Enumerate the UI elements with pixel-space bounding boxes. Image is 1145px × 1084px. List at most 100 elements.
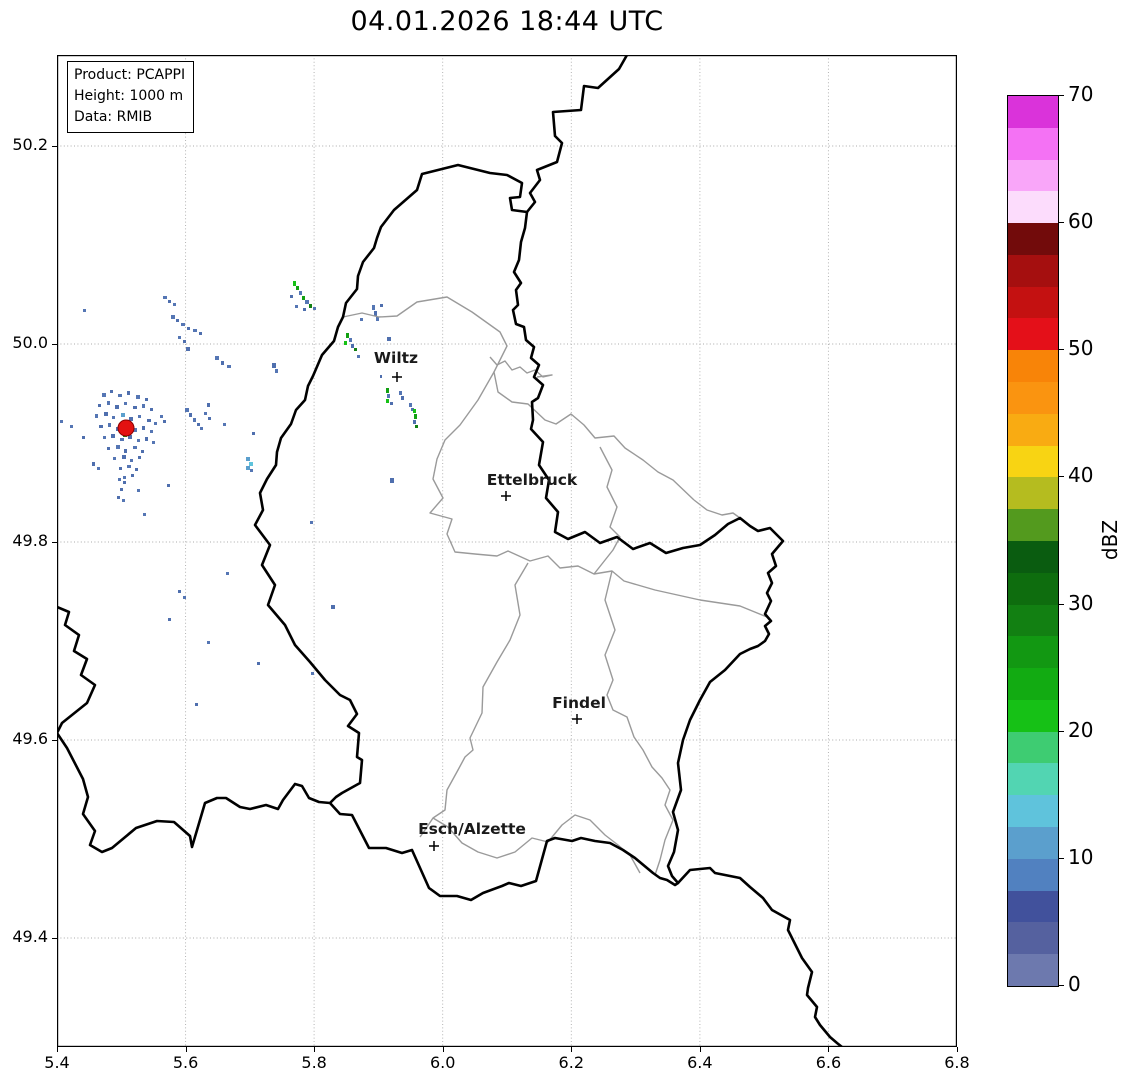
colorbar-segment <box>1008 254 1058 287</box>
radar-echo-pixel <box>200 427 203 430</box>
y-tick-mark <box>52 146 57 147</box>
radar-echo-pixel <box>135 468 138 471</box>
x-tick-mark <box>442 1047 444 1052</box>
colorbar-segment <box>1008 731 1058 764</box>
y-tick-mark <box>52 938 57 939</box>
radar-echo-pixel <box>390 478 394 483</box>
colorbar-segment <box>1008 668 1058 700</box>
city-marker <box>429 841 439 851</box>
radar-echo-pixel <box>82 436 85 439</box>
x-tick-mark <box>185 1047 187 1052</box>
colorbar-segment <box>1008 540 1058 573</box>
x-tick-mark <box>699 1047 701 1052</box>
radar-echo-pixel <box>143 513 146 516</box>
radar-echo-pixel <box>390 402 393 405</box>
radar-echo-pixel <box>296 286 299 290</box>
radar-echo-pixel <box>183 340 186 343</box>
radar-echo-pixel <box>150 430 153 433</box>
y-tick-mark <box>52 542 57 543</box>
x-tick-mark <box>956 1047 958 1052</box>
radar-echo-pixel <box>226 572 229 575</box>
city-label: Findel <box>552 694 606 712</box>
radar-echo-pixel <box>121 413 125 417</box>
radar-echo-pixel <box>138 456 141 459</box>
radar-echo-pixel <box>386 399 389 403</box>
plot-frame <box>57 55 957 1047</box>
radar-echo-pixel <box>187 327 190 330</box>
figure-title: 04.01.2026 18:44 UTC <box>350 6 664 37</box>
colorbar-tick-mark <box>1058 730 1064 732</box>
x-tick-mark <box>57 1047 58 1052</box>
canton-borders <box>342 296 768 876</box>
y-tick-mark <box>52 344 57 345</box>
radar-echo-pixel <box>227 365 231 368</box>
colorbar-tick-label: 50 <box>1068 336 1094 361</box>
colorbar-segment <box>1008 572 1058 605</box>
colorbar-segment <box>1008 318 1058 351</box>
radar-echo-pixel <box>195 703 198 706</box>
radar-echo-pixel <box>142 404 145 408</box>
weather-map: Wiltz Ettelbruck Findel Esch/Alzette <box>57 55 957 1047</box>
radar-echo-pixel <box>295 305 298 308</box>
radar-echo-pixel <box>413 409 416 413</box>
colorbar-segment <box>1008 191 1058 224</box>
radar-echo-pixel <box>107 401 110 405</box>
radar-echo-pixel <box>193 418 196 422</box>
radar-echo-pixel <box>250 469 253 472</box>
radar-echo-pixel <box>414 414 417 419</box>
radar-echo-pixel <box>186 347 190 351</box>
colorbar-tick-label: 0 <box>1068 972 1081 996</box>
radar-echo-pixel <box>409 403 412 407</box>
colorbar-segment <box>1008 509 1058 541</box>
x-tick-label: 5.6 <box>172 1053 199 1072</box>
x-tick-label: 5.4 <box>44 1053 70 1072</box>
radar-echo-pixel <box>95 414 98 418</box>
radar-echo-pixel <box>305 300 309 304</box>
radar-echo-pixel <box>360 318 363 321</box>
radar-echo-pixel <box>303 308 306 311</box>
y-tick-label: 49.4 <box>12 927 48 946</box>
radar-echo-pixel <box>351 344 354 348</box>
radar-echo-pixel <box>349 338 352 342</box>
radar-echo-pixel <box>185 408 189 412</box>
product-info-box: Product: PCAPPI Height: 1000 m Data: RMI… <box>67 61 195 133</box>
colorbar-tick-label: 10 <box>1068 844 1094 869</box>
colorbar-tick-mark <box>1058 222 1064 224</box>
x-tick-label: 6.4 <box>687 1053 713 1072</box>
radar-echo-pixel <box>111 434 115 438</box>
radar-echo-pixel <box>118 394 122 397</box>
radar-echo-pixel <box>331 605 335 609</box>
radar-echo-pixel <box>133 406 137 409</box>
radar-echo-pixel <box>207 641 210 644</box>
radar-echo-pixel <box>120 438 124 441</box>
colorbar-tick-mark <box>1058 349 1064 351</box>
radar-echo-pixel <box>163 296 167 299</box>
radar-echo-pixel <box>103 436 106 439</box>
radar-echo-pixel <box>181 323 185 326</box>
city-marker <box>572 714 582 724</box>
radar-echo-pixel <box>183 596 186 599</box>
colorbar-segment <box>1008 604 1058 637</box>
radar-echo-pixel <box>123 481 126 484</box>
radar-echo-pixel <box>129 417 133 421</box>
colorbar-tick-label: 60 <box>1068 209 1094 234</box>
y-tick-mark <box>52 740 57 741</box>
colorbar-segment <box>1008 954 1058 986</box>
colorbar-segment <box>1008 413 1058 446</box>
city-marker <box>501 491 511 501</box>
y-tick-label: 49.6 <box>12 729 48 748</box>
country-border-belgium <box>253 163 529 805</box>
radar-echo-pixel <box>386 388 389 393</box>
radar-echo-pixel <box>387 394 390 398</box>
radar-echo-pixel <box>130 459 133 462</box>
radar-echo-pixel <box>272 363 276 368</box>
radar-echo-pixel <box>104 412 108 416</box>
y-tick-label: 50.0 <box>12 333 48 352</box>
country-borders <box>57 55 844 1047</box>
x-tick-label: 5.8 <box>301 1053 327 1072</box>
radar-echo-pixel <box>145 437 148 441</box>
radar-echo-pixel <box>124 402 127 405</box>
data-source-line: Data: RMIB <box>74 109 153 125</box>
radar-echo-pixel <box>163 420 166 423</box>
